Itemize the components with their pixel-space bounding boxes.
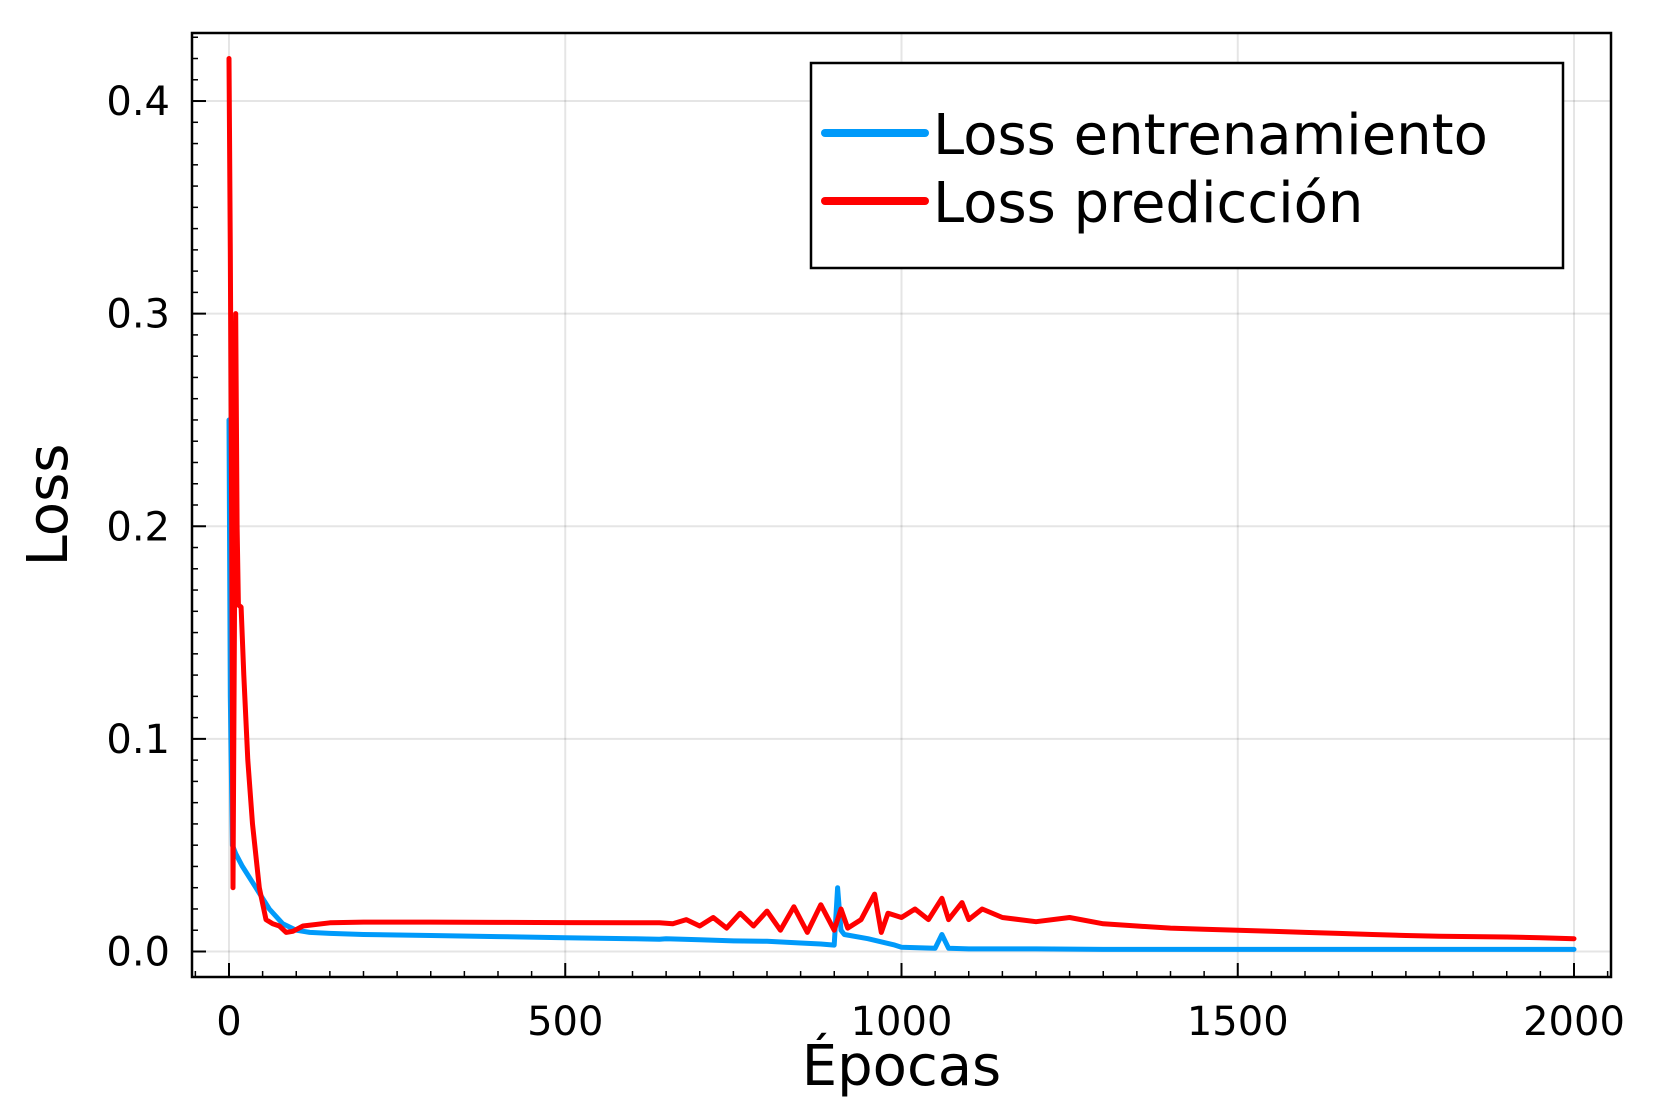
- x-axis-title: Épocas: [802, 1034, 1001, 1099]
- y-tick-label: 0.0: [106, 929, 170, 975]
- y-tick-label: 0.4: [106, 79, 170, 125]
- x-tick-label: 1000: [851, 999, 953, 1045]
- legend-label-prediction: Loss predicción: [933, 171, 1363, 236]
- y-tick-label: 0.3: [106, 292, 170, 338]
- x-tick-label: 500: [527, 999, 603, 1045]
- series-line-prediction: [226, 56, 1577, 942]
- x-tick-label: 1500: [1187, 999, 1289, 1045]
- series-line-training: [226, 417, 1577, 952]
- legend: Loss entrenamiento Loss predicción: [809, 61, 1565, 270]
- y-tick-label: 0.2: [106, 504, 170, 550]
- major-ticks: [192, 100, 1576, 977]
- legend-label-training: Loss entrenamiento: [933, 103, 1488, 168]
- legend-box: [809, 61, 1565, 270]
- x-tick-label: 2000: [1523, 999, 1625, 1045]
- tick-labels: 0 500 1000 1500 2000 0.0 0.1 0.2 0.3 0.4: [106, 79, 1625, 1045]
- y-axis-title: Loss: [16, 444, 81, 567]
- series-layer: [226, 56, 1577, 952]
- x-tick-label: 0: [216, 999, 241, 1045]
- y-tick-label: 0.1: [106, 717, 170, 763]
